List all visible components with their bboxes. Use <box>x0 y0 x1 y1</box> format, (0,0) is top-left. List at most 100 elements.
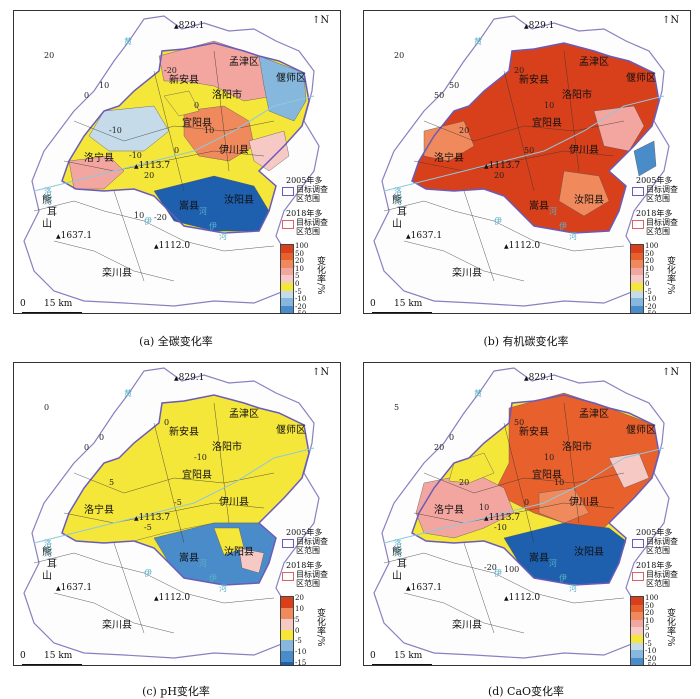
place-label-xiong_1: 熊 <box>42 547 52 558</box>
peak-value: 1637.1 <box>60 583 93 593</box>
colorbar-tick-label: 10 <box>645 616 654 625</box>
river-label: 伊 <box>209 574 217 583</box>
colorbar-swatch <box>281 597 293 608</box>
contour-label: 0 <box>44 403 50 412</box>
peak-value: 829.1 <box>528 373 555 383</box>
colorbar-swatch <box>631 290 643 299</box>
north-label: N <box>670 15 680 26</box>
peak-value: 1637.1 <box>410 583 443 593</box>
place-label-ruyang: 汝阳县 <box>574 547 604 558</box>
place-label-mengjin: 孟津区 <box>579 57 609 68</box>
peak-elevation-p1: ▲829.1 <box>524 373 554 383</box>
place-label-luoyang: 洛阳市 <box>562 90 592 101</box>
place-label-xiong_3: 山 <box>392 219 402 230</box>
north-arrow: ↑N <box>662 367 679 378</box>
river-label: 洛 <box>44 539 52 548</box>
peak-icon: ▲ <box>56 233 61 240</box>
peak-value: 1112.0 <box>508 593 541 603</box>
colorbar-tick-label: 20 <box>295 594 304 602</box>
peak-elevation-p2: ▲1113.7 <box>134 161 170 171</box>
colorbar-swatch <box>281 662 293 665</box>
legend-swatch <box>632 187 644 196</box>
contour-label: -10 <box>129 151 142 160</box>
contour-label: 10 <box>204 126 215 135</box>
legend-text: 目标调查 <box>296 537 328 546</box>
change-rate-zone <box>538 487 590 524</box>
colorbar-tick-label: 0 <box>645 632 650 640</box>
legend-text: 2005年多 <box>286 528 323 537</box>
place-label-luoyang: 洛阳市 <box>562 442 592 453</box>
road-line <box>423 120 625 142</box>
peak-icon: ▲ <box>154 243 159 250</box>
colorbar-swatch <box>631 634 643 643</box>
legend-text: 2018年多 <box>636 561 673 570</box>
caption-b: (b) 有机碳变化率 <box>483 335 569 348</box>
contour-label: 0 <box>84 91 90 100</box>
peak-elevation-p3: ▲1637.1 <box>406 583 442 593</box>
river-label: 伊 <box>559 574 567 583</box>
colorbar-tick-label: 100 <box>645 242 659 250</box>
colorbar-tick-label: -5 <box>295 287 302 296</box>
colorbar-swatch <box>631 260 643 268</box>
peak-value: 1637.1 <box>60 231 93 241</box>
place-label-luoning: 洛宁县 <box>84 505 114 516</box>
place-label-ruyang: 汝阳县 <box>224 547 254 558</box>
road-line <box>403 240 525 282</box>
place-label-xiong_3: 山 <box>42 571 52 582</box>
place-label-mengjin: 孟津区 <box>579 409 609 420</box>
colorbar-tick-label: -20 <box>645 654 657 663</box>
colorbar-swatch <box>631 627 643 635</box>
road-line <box>213 402 230 524</box>
caption-a: (a) 全碳变化率 <box>139 335 213 348</box>
colorbar-tick-label: -20 <box>645 302 657 311</box>
colorbar-tick-label: 10 <box>645 264 654 273</box>
river-label: 河 <box>394 197 402 206</box>
road-line <box>563 402 580 524</box>
north-arrow-icon: ↑ <box>312 15 321 26</box>
place-label-mengjin: 孟津区 <box>229 409 259 420</box>
peak-icon: ▲ <box>524 23 529 30</box>
change-rate-zone <box>633 140 657 177</box>
road-line <box>33 200 275 252</box>
colorbar-swatch <box>281 618 293 630</box>
legend-text: 目标调查 <box>646 537 678 546</box>
scale-zero: 0 <box>370 299 376 309</box>
legend-text: 2005年多 <box>636 176 673 185</box>
river-line <box>383 447 665 544</box>
peak-icon: ▲ <box>504 243 509 250</box>
north-label: N <box>670 367 680 378</box>
peak-value: 1112.0 <box>158 241 191 251</box>
road-line <box>53 240 175 282</box>
river-line <box>383 95 665 192</box>
contour-label: -20 <box>154 213 167 222</box>
colorbar <box>280 244 294 313</box>
colorbar-swatch <box>631 597 643 605</box>
road-line <box>463 190 495 282</box>
place-label-yichuan: 伊川县 <box>569 145 599 156</box>
place-label-luanchuan: 栾川县 <box>102 268 132 279</box>
road-line <box>383 552 625 604</box>
place-label-yanshi: 偃师区 <box>626 73 656 84</box>
legend-text: 2018年多 <box>286 561 323 570</box>
river-label: 河 <box>549 559 557 568</box>
river-label: 河 <box>394 549 402 558</box>
colorbar-swatch <box>631 245 643 253</box>
contour-label: 50 <box>434 91 445 100</box>
place-label-yichuan: 伊川县 <box>569 497 599 508</box>
legend-text: 区范围 <box>646 546 670 555</box>
peak-icon: ▲ <box>406 233 411 240</box>
contour-label: 20 <box>144 171 155 180</box>
colorbar-title: 变化率/% <box>315 256 325 295</box>
scale-zero: 0 <box>370 651 376 661</box>
place-label-songxian: 嵩县 <box>179 201 199 212</box>
road-line <box>113 190 145 282</box>
river-label: 洛 <box>44 187 52 196</box>
colorbar-swatch <box>281 298 293 306</box>
colorbar-swatch <box>281 252 293 261</box>
colorbar-tick-label: 5 <box>295 615 300 624</box>
place-label-songxian: 嵩县 <box>529 553 549 564</box>
peak-icon: ▲ <box>174 375 179 382</box>
peak-icon: ▲ <box>154 595 159 602</box>
caption-c: (c) pH变化率 <box>142 685 210 698</box>
colorbar-title: 变化率/% <box>665 608 675 647</box>
